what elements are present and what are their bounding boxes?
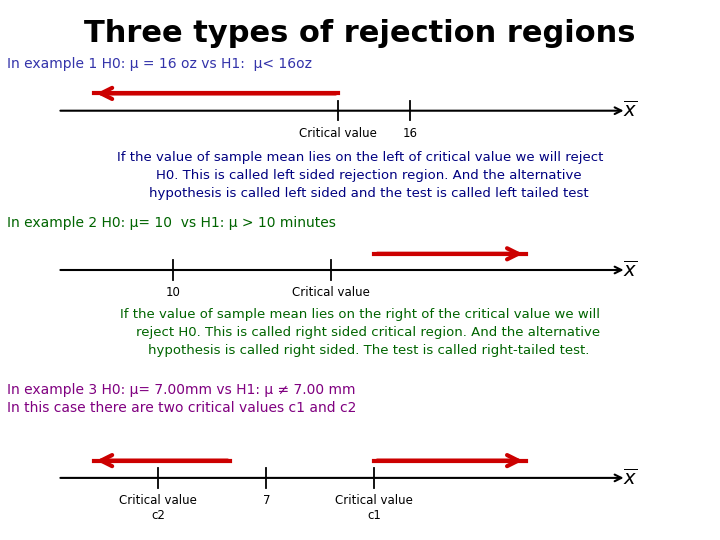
Text: 16: 16 xyxy=(403,127,418,140)
Text: $\overline{x}$: $\overline{x}$ xyxy=(623,468,637,488)
Text: In example 1 H0: μ = 16 oz vs H1:  μ< 16oz: In example 1 H0: μ = 16 oz vs H1: μ< 16o… xyxy=(7,57,312,71)
Text: In example 3 H0: μ= 7.00mm vs H1: μ ≠ 7.00 mm: In example 3 H0: μ= 7.00mm vs H1: μ ≠ 7.… xyxy=(7,383,356,397)
Text: Critical value: Critical value xyxy=(292,286,370,299)
Text: In example 2 H0: μ= 10  vs H1: μ > 10 minutes: In example 2 H0: μ= 10 vs H1: μ > 10 min… xyxy=(7,216,336,230)
Text: In this case there are two critical values c1 and c2: In this case there are two critical valu… xyxy=(7,401,356,415)
Text: 7: 7 xyxy=(263,494,270,507)
Text: 10: 10 xyxy=(166,286,180,299)
Text: If the value of sample mean lies on the left of critical value we will reject
  : If the value of sample mean lies on the … xyxy=(117,151,603,200)
Text: $\overline{x}$: $\overline{x}$ xyxy=(623,100,637,121)
Text: Three types of rejection regions: Three types of rejection regions xyxy=(84,19,636,48)
Text: Critical value: Critical value xyxy=(300,127,377,140)
Text: If the value of sample mean lies on the right of the critical value we will
    : If the value of sample mean lies on the … xyxy=(120,308,600,357)
Text: Critical value
c1: Critical value c1 xyxy=(336,494,413,522)
Text: $\overline{x}$: $\overline{x}$ xyxy=(623,260,637,280)
Text: Critical value
c2: Critical value c2 xyxy=(120,494,197,522)
